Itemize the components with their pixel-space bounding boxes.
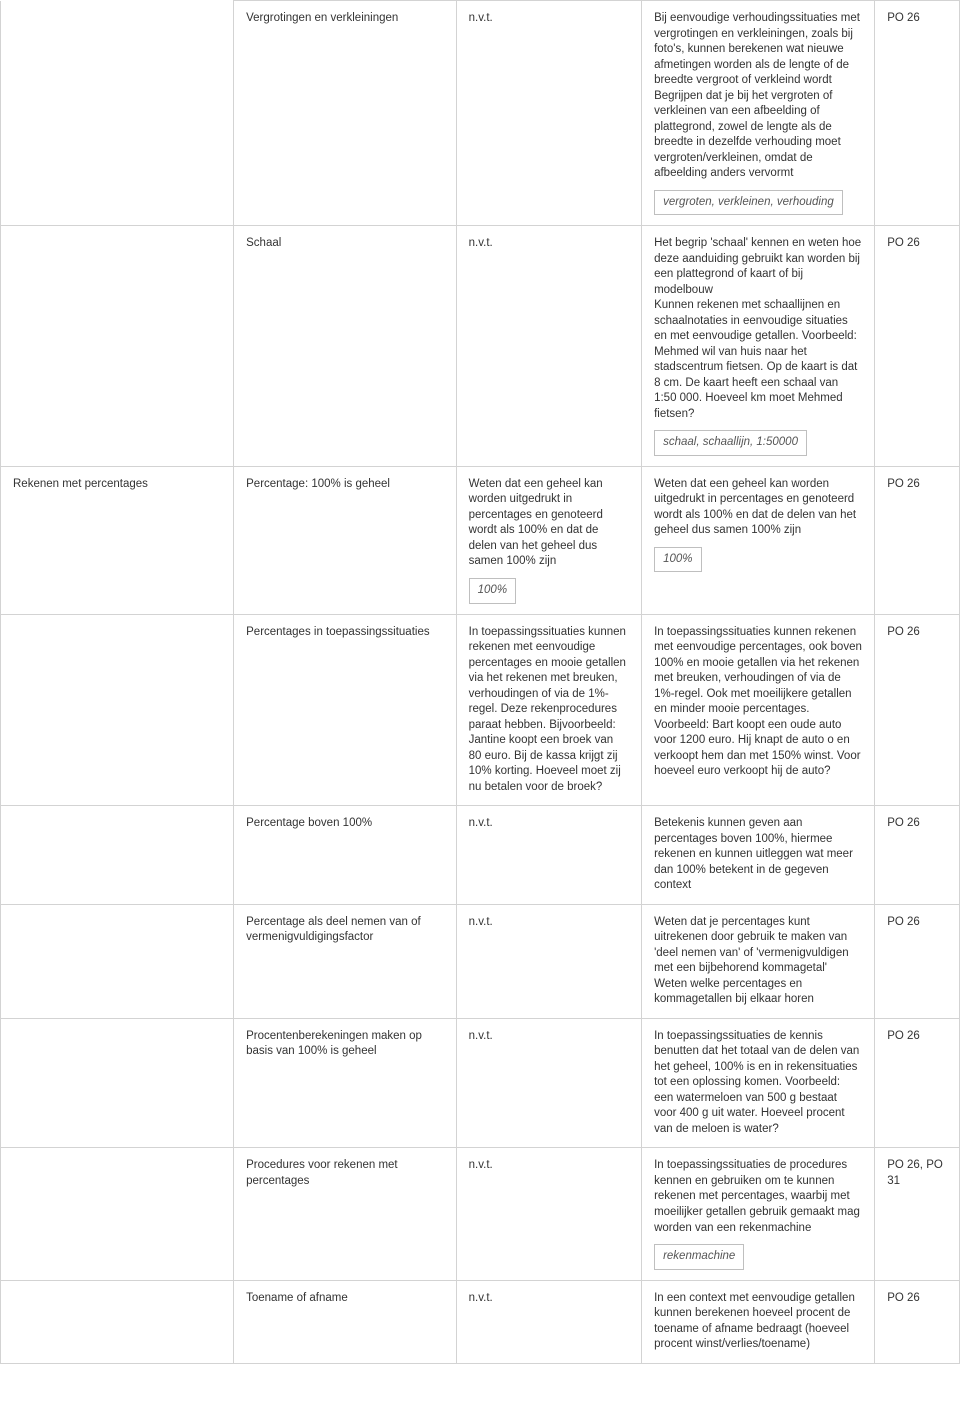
level1-cell: n.v.t. bbox=[456, 1018, 641, 1148]
code-cell: PO 26 bbox=[875, 226, 960, 467]
level2-cell-para: Het begrip 'schaal' kennen en weten hoe … bbox=[654, 236, 862, 298]
level1-cell-tag: 100% bbox=[469, 578, 516, 604]
level2-cell: Weten dat je percentages kunt uitrekenen… bbox=[642, 904, 875, 1018]
section-cell bbox=[1, 226, 234, 467]
topic-cell: Schaal bbox=[234, 226, 457, 467]
topic-cell: Percentage: 100% is geheel bbox=[234, 466, 457, 614]
level2-cell-para: Kunnen rekenen met schaallijnen en schaa… bbox=[654, 298, 862, 422]
level1-cell: In toepassingssituaties kunnen rekenen m… bbox=[456, 614, 641, 806]
table-row: Percentage boven 100% n.v.t. Betekenis kun… bbox=[1, 806, 960, 905]
level2-cell-tag: rekenmachine bbox=[654, 1244, 744, 1270]
level1-cell: Weten dat een geheel kan worden uitgedru… bbox=[456, 466, 641, 614]
level1-cell: n.v.t. bbox=[456, 1, 641, 226]
level1-cell: n.v.t. bbox=[456, 806, 641, 905]
section-cell bbox=[1, 1, 234, 226]
section-cell: Rekenen met percentages bbox=[1, 466, 234, 614]
level2-cell: Betekenis kunnen geven aan percentages b… bbox=[642, 806, 875, 905]
code-cell: PO 26 bbox=[875, 1, 960, 226]
code-cell: PO 26, PO 31 bbox=[875, 1148, 960, 1280]
level2-cell-para: Weten welke percentages en kommagetallen… bbox=[654, 977, 862, 1008]
level2-cell-para: In een context met eenvoudige getallen k… bbox=[654, 1291, 862, 1353]
table-row: Vergrotingen en verkleiningen n.v.t. Bij e… bbox=[1, 1, 960, 226]
section-cell bbox=[1, 1280, 234, 1363]
level1-cell-para: Weten dat een geheel kan worden uitgedru… bbox=[469, 477, 629, 570]
code-cell: PO 26 bbox=[875, 904, 960, 1018]
level1-cell-para: In toepassingssituaties kunnen rekenen m… bbox=[469, 625, 629, 796]
level2-cell: In toepassingssituaties de procedures ke… bbox=[642, 1148, 875, 1280]
level1-cell: n.v.t. bbox=[456, 1148, 641, 1280]
level2-cell-tag: 100% bbox=[654, 547, 701, 573]
level2-cell-para: In toepassingssituaties de procedures ke… bbox=[654, 1158, 862, 1236]
section-cell bbox=[1, 1148, 234, 1280]
section-cell bbox=[1, 1018, 234, 1148]
level2-cell: In toepassingssituaties de kennis benutt… bbox=[642, 1018, 875, 1148]
level2-cell: In een context met eenvoudige getallen k… bbox=[642, 1280, 875, 1363]
table-row: Rekenen met percentagesPercentage: 100% … bbox=[1, 466, 960, 614]
section-cell bbox=[1, 904, 234, 1018]
level2-cell-para: Weten dat je percentages kunt uitrekenen… bbox=[654, 915, 862, 977]
level2-cell-para: Voorbeeld: Bart koopt een oude auto voor… bbox=[654, 718, 862, 780]
table-row: Procedures voor rekenen met percentages n… bbox=[1, 1148, 960, 1280]
level2-cell: Weten dat een geheel kan worden uitgedru… bbox=[642, 466, 875, 614]
table-row: Toename of afname n.v.t. In een context me… bbox=[1, 1280, 960, 1363]
level1-cell-para: n.v.t. bbox=[469, 1158, 629, 1174]
level2-cell: In toepassingssituaties kunnen rekenen m… bbox=[642, 614, 875, 806]
level1-cell: n.v.t. bbox=[456, 1280, 641, 1363]
topic-cell: Percentages in toepassingssituaties bbox=[234, 614, 457, 806]
level1-cell-para: n.v.t. bbox=[469, 915, 629, 931]
level2-cell-tag: vergroten, verkleinen, verhouding bbox=[654, 190, 843, 216]
topic-cell: Vergrotingen en verkleiningen bbox=[234, 1, 457, 226]
table-row: Percentage als deel nemen van of vermeni… bbox=[1, 904, 960, 1018]
table-row: Schaal n.v.t. Het begrip 'schaal' kennen e… bbox=[1, 226, 960, 467]
level1-cell: n.v.t. bbox=[456, 904, 641, 1018]
code-cell: PO 26 bbox=[875, 614, 960, 806]
code-cell: PO 26 bbox=[875, 806, 960, 905]
level1-cell: n.v.t. bbox=[456, 226, 641, 467]
level1-cell-para: n.v.t. bbox=[469, 11, 629, 27]
level2-cell: Het begrip 'schaal' kennen en weten hoe … bbox=[642, 226, 875, 467]
code-cell: PO 26 bbox=[875, 1018, 960, 1148]
table-row: Percentages in toepassingssituatiesIn to… bbox=[1, 614, 960, 806]
level2-cell-para: In toepassingssituaties de kennis benutt… bbox=[654, 1029, 862, 1138]
code-cell: PO 26 bbox=[875, 1280, 960, 1363]
topic-cell: Toename of afname bbox=[234, 1280, 457, 1363]
page: Vergrotingen en verkleiningen n.v.t. Bij e… bbox=[0, 0, 960, 1364]
table-row: Procentenberekeningen maken op basis van… bbox=[1, 1018, 960, 1148]
level1-cell-para: n.v.t. bbox=[469, 1291, 629, 1307]
level2-cell-para: In toepassingssituaties kunnen rekenen m… bbox=[654, 625, 862, 718]
level2-cell-tag: schaal, schaallijn, 1:50000 bbox=[654, 430, 807, 456]
topic-cell: Procedures voor rekenen met percentages bbox=[234, 1148, 457, 1280]
level2-cell-para: Begrijpen dat je bij het vergroten of ve… bbox=[654, 89, 862, 182]
curriculum-table: Vergrotingen en verkleiningen n.v.t. Bij e… bbox=[0, 0, 960, 1364]
section-cell bbox=[1, 614, 234, 806]
topic-cell: Procentenberekeningen maken op basis van… bbox=[234, 1018, 457, 1148]
level2-cell: Bij eenvoudige verhoudingssituaties met … bbox=[642, 1, 875, 226]
level2-cell-para: Bij eenvoudige verhoudingssituaties met … bbox=[654, 11, 862, 89]
level1-cell-para: n.v.t. bbox=[469, 236, 629, 252]
level2-cell-para: Weten dat een geheel kan worden uitgedru… bbox=[654, 477, 862, 539]
topic-cell: Percentage boven 100% bbox=[234, 806, 457, 905]
level1-cell-para: n.v.t. bbox=[469, 1029, 629, 1045]
level1-cell-para: n.v.t. bbox=[469, 816, 629, 832]
code-cell: PO 26 bbox=[875, 466, 960, 614]
section-cell bbox=[1, 806, 234, 905]
level2-cell-para: Betekenis kunnen geven aan percentages b… bbox=[654, 816, 862, 894]
topic-cell: Percentage als deel nemen van of vermeni… bbox=[234, 904, 457, 1018]
